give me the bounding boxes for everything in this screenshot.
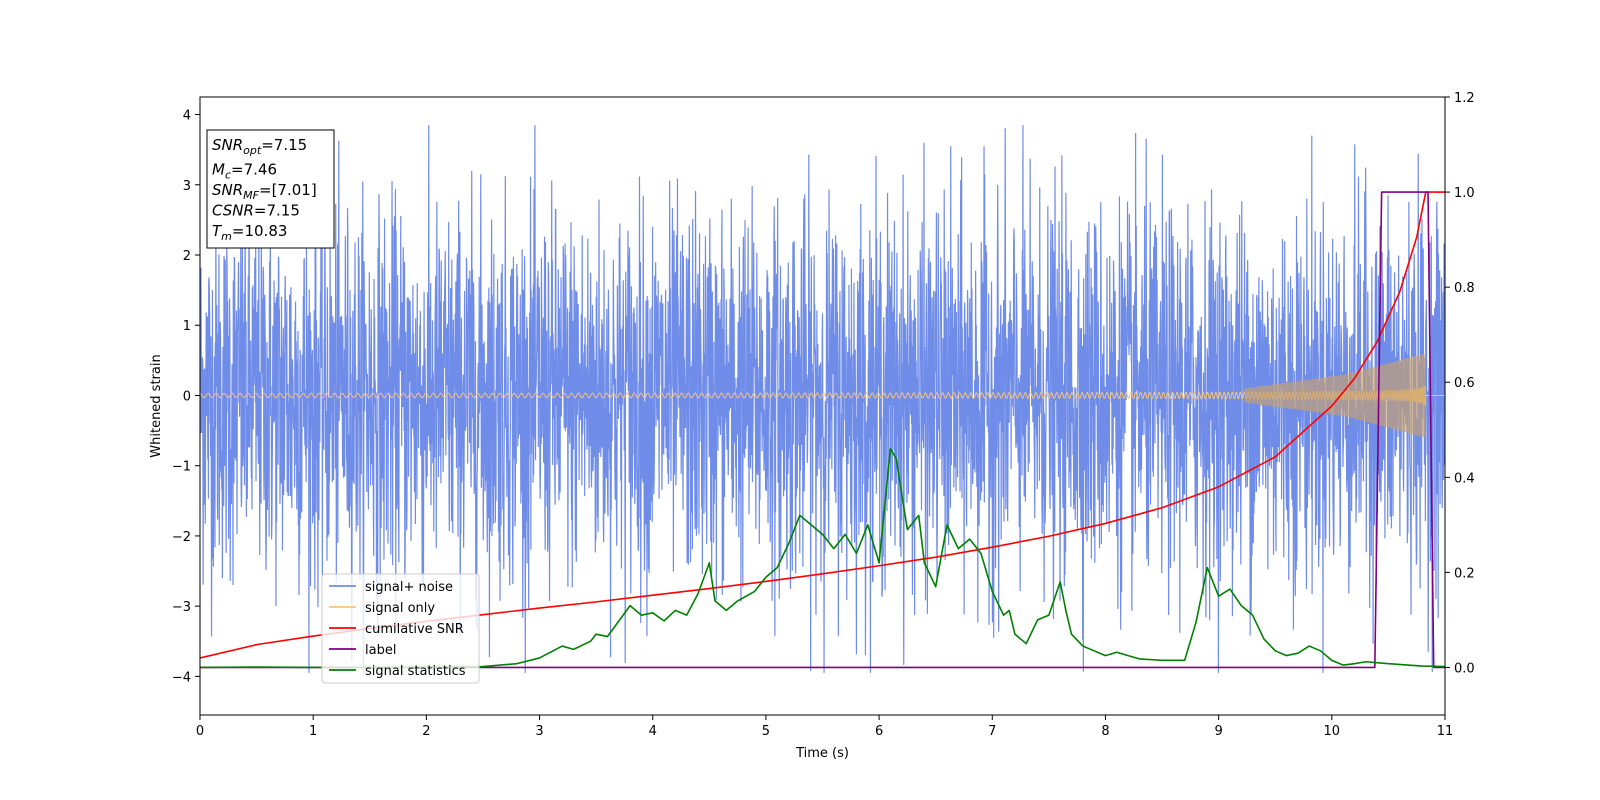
x-tick-label: 4	[649, 724, 657, 739]
y-tick-label: 0	[183, 389, 191, 404]
y-tick-label: −1	[172, 460, 191, 475]
y2-tick-label: 0.4	[1454, 471, 1475, 486]
info-line: CSNR=7.15	[212, 202, 300, 220]
series-signal-noise-line	[200, 125, 1445, 673]
y-tick-label: −2	[172, 530, 191, 545]
x-tick-label: 6	[875, 724, 883, 739]
y2-tick-label: 0.2	[1454, 566, 1475, 581]
legend-label-signal-statistics: signal statistics	[365, 664, 466, 679]
series-signal-only-envelope	[1244, 353, 1426, 438]
info-line: Mc=7.46	[212, 161, 277, 182]
y-tick-label: −4	[172, 670, 191, 685]
legend-frame	[321, 573, 480, 684]
axes-frame	[199, 96, 1446, 716]
x-axis-label: Time (s)	[795, 746, 849, 761]
y2-tick-label: 0.6	[1454, 376, 1475, 391]
x-tick-label: 9	[1214, 724, 1222, 739]
legend-label-label: label	[365, 643, 396, 658]
x-tick-label: 2	[422, 724, 430, 739]
x-tick-label: 1	[309, 724, 317, 739]
x-tick-label: 7	[988, 724, 996, 739]
x-tick-label: 0	[196, 724, 204, 739]
info-line: Tm=10.83	[212, 222, 287, 243]
x-tick-label: 10	[1324, 724, 1341, 739]
y-tick-label: 1	[183, 319, 191, 334]
info-box-frame	[206, 129, 335, 249]
y-axis-label: Whitened strain	[149, 354, 164, 457]
info-line: SNRMF=[7.01]	[212, 181, 317, 202]
legend-label-signal-noise: signal+ noise	[365, 580, 453, 595]
axis-ticks: 0 1 2 3 4 5 6 7 8 9 10 11 −4 −3 −2 −1 0 1 2 3 4 0.0 0.2 0.4 0.6 0…	[172, 91, 1475, 739]
info-line: SNRopt=7.15	[212, 136, 307, 157]
x-tick-label: 5	[762, 724, 770, 739]
y-tick-label: 4	[183, 109, 191, 124]
x-tick-label: 11	[1437, 724, 1454, 739]
legend-label-signal-only: signal only	[365, 601, 435, 616]
y-tick-label: 2	[183, 249, 191, 264]
legend: signal+ noise signal only cumilative SNR la…	[321, 573, 480, 684]
y-tick-label: 3	[183, 179, 191, 194]
legend-label-cumilative-snr: cumilative SNR	[365, 622, 464, 637]
y-tick-label: −3	[172, 600, 191, 615]
y2-tick-label: 1.0	[1454, 186, 1475, 201]
x-tick-label: 3	[535, 724, 543, 739]
y2-tick-label: 0.0	[1454, 661, 1475, 676]
y2-tick-label: 0.8	[1454, 281, 1475, 296]
series-signal-only-line	[200, 385, 1445, 407]
series-signal-statistics-line	[200, 447, 1445, 669]
x-tick-label: 8	[1101, 724, 1109, 739]
series-label-line	[200, 191, 1445, 669]
y2-tick-label: 1.2	[1454, 91, 1475, 106]
